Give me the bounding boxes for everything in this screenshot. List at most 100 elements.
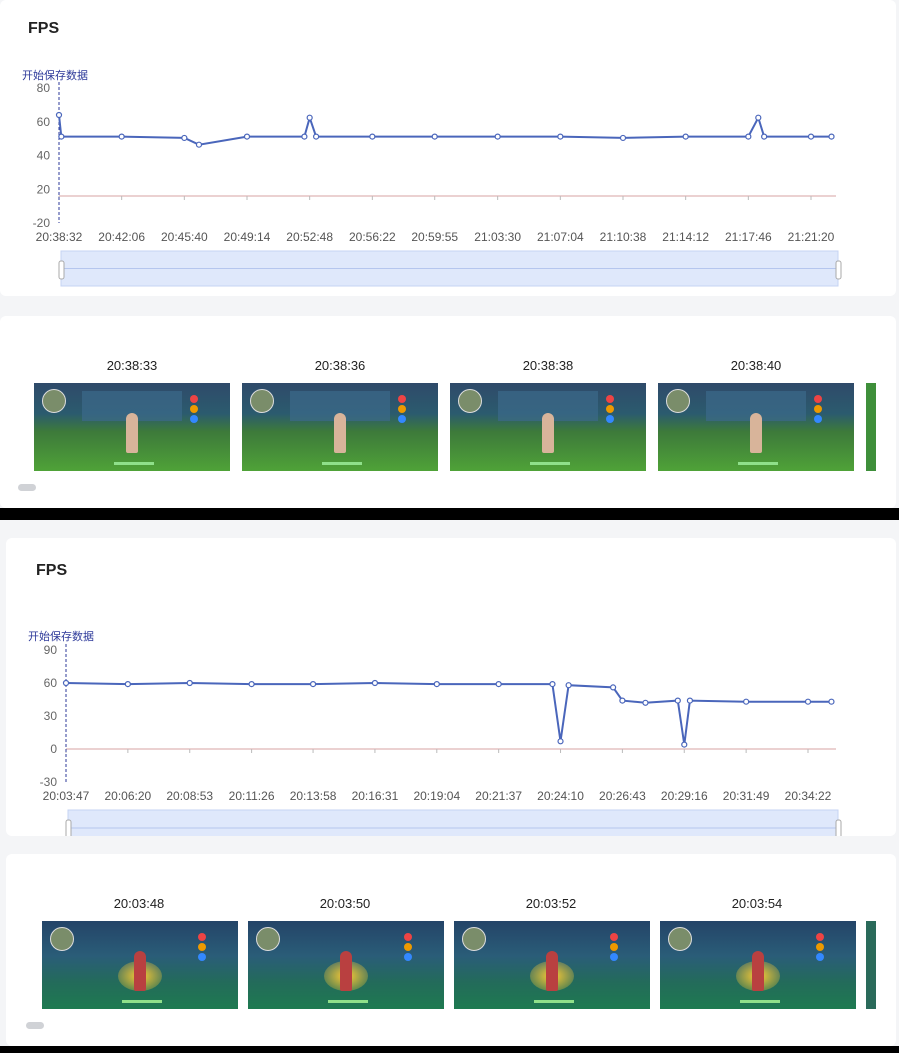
- fps-data-point: [181, 134, 188, 142]
- x-tick-label: 20:08:53: [166, 789, 213, 803]
- fps-data-point: [743, 698, 750, 705]
- zoom-slider: [67, 809, 839, 836]
- x-tick-label: 20:42:06: [98, 230, 145, 244]
- fps-data-point: [62, 679, 70, 687]
- fps-data-point: [565, 682, 572, 689]
- x-tick-label: 20:59:55: [411, 230, 458, 244]
- x-tick-label: 20:52:48: [286, 230, 333, 244]
- fps-chart-card: FPS 80 60 40 20 -20 20:38:32 20:42:06 20:45:40 2…: [0, 0, 896, 296]
- fps-section-2: FPS 90 60 30 0 -30 20:03:47 20:06:20 20:08:53 20…: [0, 520, 899, 1046]
- game-screenshot-thumbnail[interactable]: [454, 921, 650, 1009]
- fps-data-point: [557, 133, 564, 140]
- horizontal-scrollbar-thumb[interactable]: [26, 1022, 44, 1029]
- game-screenshot-thumbnail[interactable]: [34, 383, 230, 471]
- fps-data-point: [186, 679, 193, 687]
- fps-data-point: [619, 697, 626, 704]
- y-tick-label: 90: [44, 643, 58, 657]
- save-start-marker-label: 开始保存数据: [28, 629, 94, 643]
- x-tick-label: 20:34:22: [785, 789, 832, 803]
- thumb-time: 20:03:48: [113, 896, 165, 911]
- fps-chart-card: FPS 90 60 30 0 -30 20:03:47 20:06:20 20:08:53 20…: [6, 538, 896, 836]
- x-tick-label: 21:17:46: [725, 230, 772, 244]
- fps-data-point: [124, 681, 131, 688]
- x-tick-label: 21:07:04: [537, 230, 584, 244]
- fps-data-point: [761, 133, 768, 140]
- fps-data-point: [495, 681, 502, 688]
- y-tick-label: 40: [37, 149, 51, 163]
- fps-data-point: [674, 697, 681, 704]
- fps-data-point: [755, 114, 762, 121]
- fps-data-point: [313, 133, 320, 140]
- fps-data-point: [301, 133, 308, 140]
- game-screenshot-thumbnail-partial[interactable]: [866, 921, 876, 1009]
- screenshot-strip-card: 20:03:48 20:03:50 20:03:52 20:03:54: [6, 854, 896, 1046]
- thumb-time: 20:38:33: [106, 358, 158, 373]
- x-tick-label: 20:49:14: [224, 230, 271, 244]
- game-screenshot-thumbnail[interactable]: [42, 921, 238, 1009]
- game-screenshot-thumbnail-partial[interactable]: [866, 383, 876, 471]
- x-tick-label: 20:56:22: [349, 230, 396, 244]
- horizontal-scrollbar-thumb[interactable]: [18, 484, 36, 491]
- fps-data-point: [619, 134, 627, 142]
- fps-data-point: [807, 133, 815, 140]
- fps-data-point: [609, 684, 617, 691]
- y-tick-label: -20: [33, 216, 51, 230]
- x-tick-label: 20:21:37: [475, 789, 522, 803]
- game-screenshot-thumbnail[interactable]: [660, 921, 856, 1009]
- y-tick-label: 0: [50, 742, 57, 756]
- y-tick-label: 30: [44, 709, 58, 723]
- fps-data-point: [681, 741, 688, 748]
- fps-data-point: [371, 679, 379, 687]
- fps-data-point: [804, 698, 812, 705]
- x-tick-label: 21:21:20: [788, 230, 835, 244]
- x-tick-label: 20:19:04: [413, 789, 460, 803]
- thumb-time: 20:38:38: [522, 358, 574, 373]
- screenshot-strip-card: 20:38:33 20:38:36 20:38:38 20:38:40: [0, 316, 896, 508]
- x-tick-label: 21:14:12: [662, 230, 709, 244]
- thumb-time: 20:38:40: [730, 358, 782, 373]
- thumb-time: 20:38:36: [314, 358, 366, 373]
- y-tick-label: 60: [44, 676, 58, 690]
- fps-data-point: [118, 133, 125, 140]
- thumb-time: 20:03:50: [319, 896, 371, 911]
- x-tick-label: 20:45:40: [161, 230, 208, 244]
- fps-data-point: [682, 133, 689, 140]
- y-tick-label: -30: [40, 775, 58, 789]
- x-tick-label: 20:13:58: [290, 789, 337, 803]
- fps-data-point: [309, 681, 317, 688]
- fps-series-line: [58, 114, 832, 146]
- y-tick-label: 20: [37, 182, 51, 196]
- save-start-marker-label: 开始保存数据: [22, 68, 88, 82]
- fps-section-1: FPS 80 60 40 20 -20 20:38:32 20:42:06 20:45:40 2…: [0, 0, 899, 508]
- game-screenshot-thumbnail[interactable]: [242, 383, 438, 471]
- fps-data-point: [248, 681, 255, 688]
- fps-data-point: [828, 133, 835, 140]
- fps-series-line: [65, 681, 832, 745]
- fps-data-point: [433, 681, 440, 688]
- divider: [0, 1046, 899, 1053]
- game-screenshot-thumbnail[interactable]: [658, 383, 854, 471]
- chart-title: FPS: [28, 20, 60, 37]
- y-tick-label: 60: [37, 115, 51, 129]
- x-tick-label: 20:11:26: [229, 789, 275, 803]
- fps-data-point: [55, 111, 63, 119]
- y-tick-label: 80: [37, 81, 51, 95]
- zoom-slider-handle-right: [835, 819, 842, 836]
- zoom-slider-handle-left: [58, 260, 65, 280]
- thumb-time: 20:03:54: [731, 896, 783, 911]
- x-tick-label: 20:16:31: [352, 789, 399, 803]
- fps-data-point: [686, 697, 694, 704]
- x-tick-label: 20:26:43: [599, 789, 646, 803]
- divider: [0, 508, 899, 520]
- fps-data-point: [431, 133, 438, 140]
- x-tick-label: 20:06:20: [105, 789, 152, 803]
- fps-data-point: [195, 141, 203, 148]
- game-screenshot-thumbnail[interactable]: [450, 383, 646, 471]
- x-tick-label: 20:29:16: [661, 789, 708, 803]
- x-tick-label: 20:03:47: [43, 789, 90, 803]
- game-screenshot-thumbnail[interactable]: [248, 921, 444, 1009]
- chart-title: FPS: [36, 562, 68, 579]
- fps-data-point: [745, 133, 752, 140]
